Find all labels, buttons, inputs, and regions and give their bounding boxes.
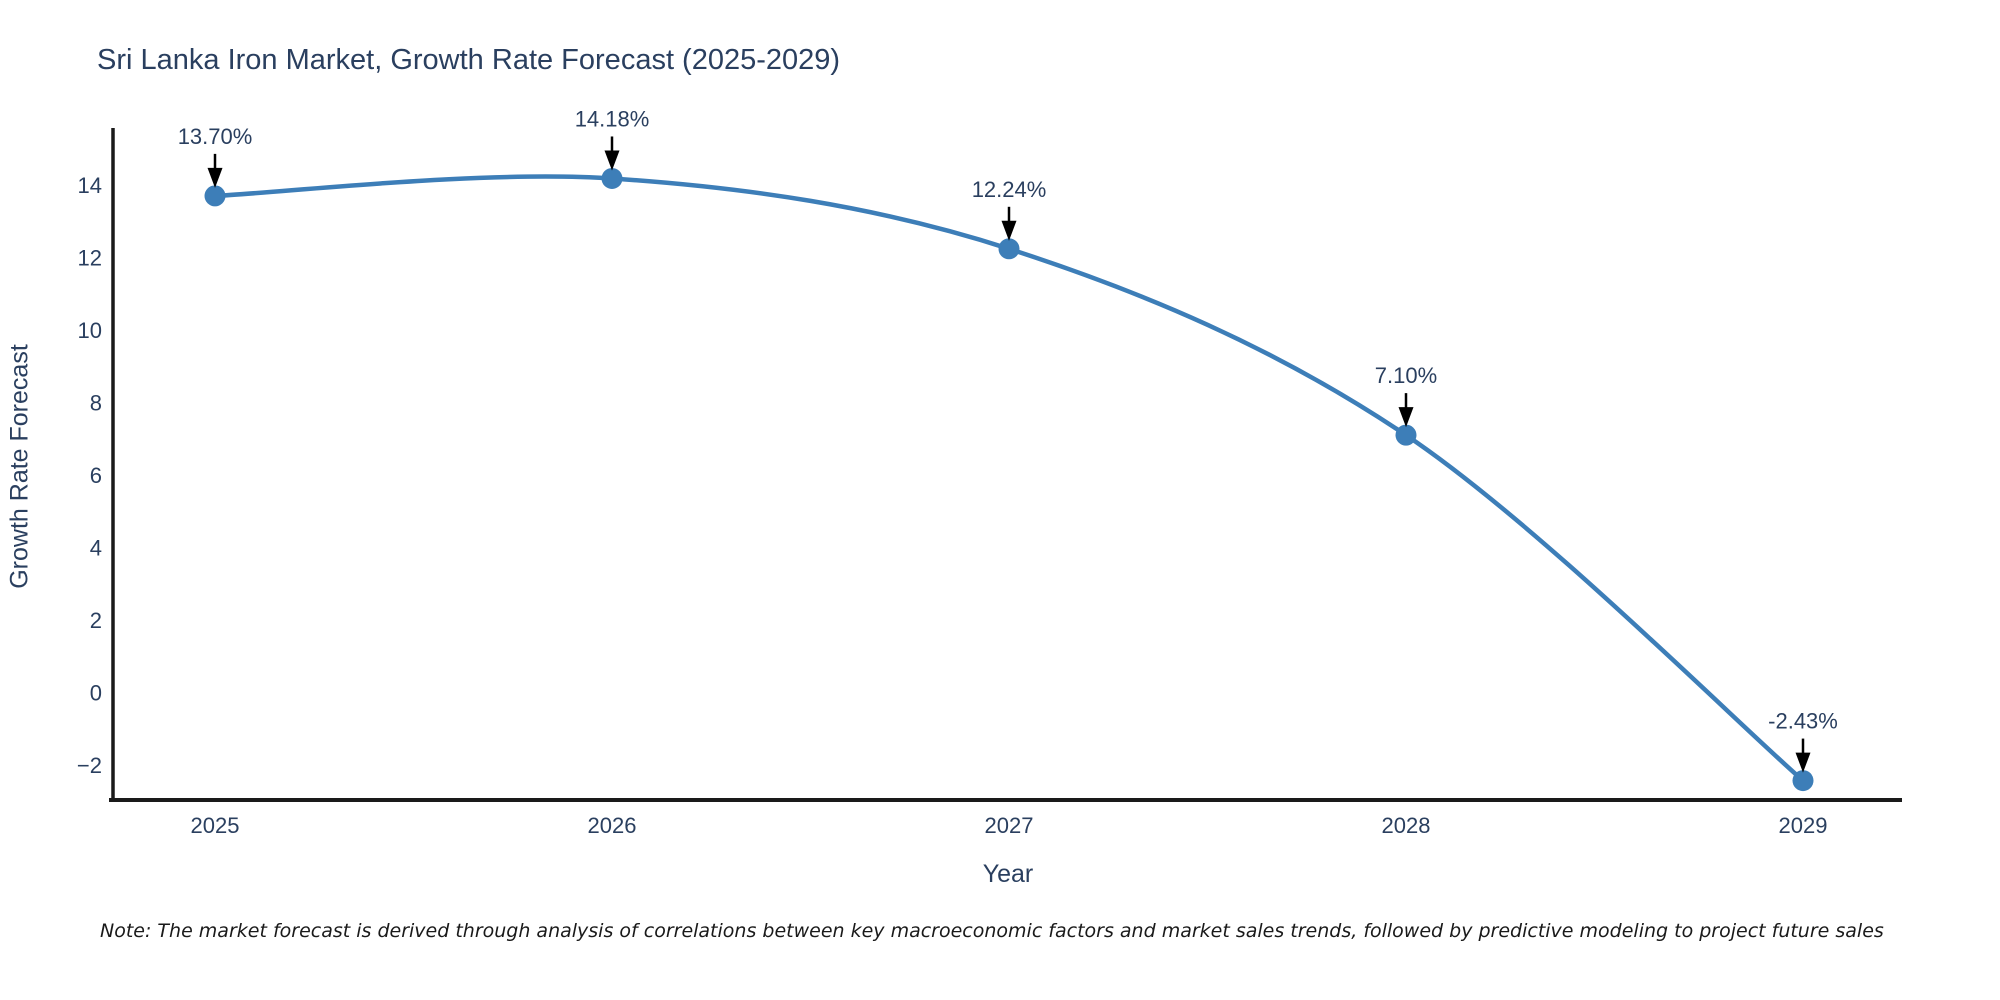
- x-tick-2026: 2026: [588, 813, 637, 838]
- data-point-2026[interactable]: [601, 167, 623, 189]
- tick-labels: 14 12 10 8 6 4 2 0 −2 2025 2026 2027 2028 2029: [77, 173, 1828, 838]
- data-point-2029[interactable]: [1792, 770, 1814, 792]
- annotation-2027: 12.24%: [972, 177, 1047, 241]
- annotation-label: 7.10%: [1375, 363, 1437, 388]
- y-tick-0: 0: [90, 681, 102, 706]
- y-tick-14: 14: [78, 173, 102, 198]
- annotation-2028: 7.10%: [1375, 363, 1437, 428]
- x-tick-2029: 2029: [1779, 813, 1828, 838]
- x-tick-2028: 2028: [1382, 813, 1431, 838]
- annotations: 13.70% 14.18% 12.24% 7.10% -2.43%: [178, 106, 1838, 773]
- axes: [109, 128, 1902, 802]
- annotation-label: 13.70%: [178, 124, 253, 149]
- growth-rate-series: [212, 174, 1806, 783]
- data-point-2025[interactable]: [204, 185, 226, 207]
- annotation-arrowhead: [1001, 220, 1017, 241]
- footnote: Note: The market forecast is derived thr…: [100, 920, 1884, 942]
- annotation-label: 12.24%: [972, 177, 1047, 202]
- annotation-arrowhead: [604, 150, 620, 171]
- y-tick-8: 8: [90, 391, 102, 416]
- growth-line: [212, 174, 1806, 783]
- y-tick-12: 12: [78, 246, 102, 271]
- data-point-2027[interactable]: [998, 238, 1020, 260]
- annotation-arrowhead: [1398, 407, 1414, 428]
- y-tick--2: −2: [77, 753, 102, 778]
- x-tick-2025: 2025: [191, 813, 240, 838]
- data-points: [204, 167, 1814, 792]
- annotation-2026: 14.18%: [575, 106, 650, 171]
- annotation-label: 14.18%: [575, 106, 650, 131]
- annotation-arrowhead: [1795, 752, 1811, 773]
- data-point-2028[interactable]: [1395, 424, 1417, 446]
- annotation-2025: 13.70%: [178, 124, 253, 188]
- x-tick-2027: 2027: [985, 813, 1034, 838]
- y-tick-2: 2: [90, 608, 102, 633]
- y-tick-10: 10: [78, 318, 102, 343]
- x-axis-title: Year: [982, 860, 1034, 888]
- y-tick-6: 6: [90, 463, 102, 488]
- annotation-arrowhead: [207, 167, 223, 188]
- annotation-label: -2.43%: [1768, 709, 1838, 734]
- y-tick-4: 4: [90, 536, 102, 561]
- chart-title: Sri Lanka Iron Market, Growth Rate Forec…: [97, 44, 841, 76]
- annotation-2029: -2.43%: [1768, 709, 1838, 773]
